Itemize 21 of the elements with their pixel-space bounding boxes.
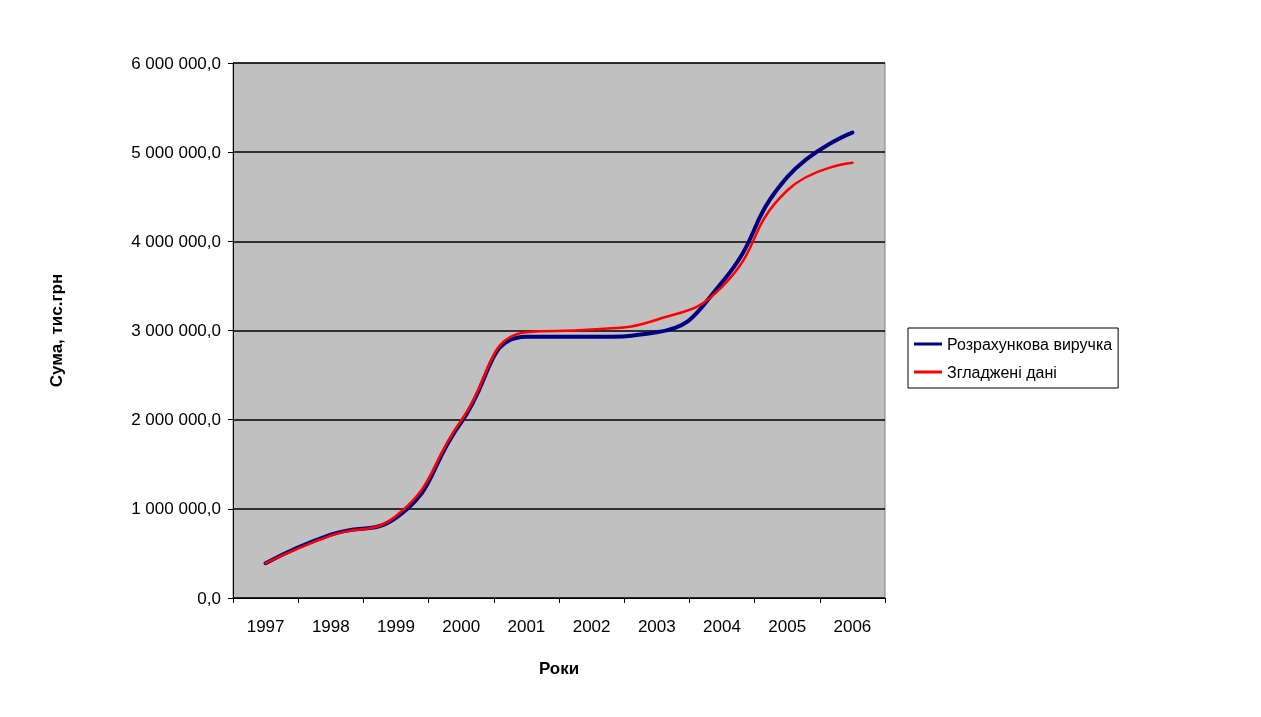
y-tick-label: 6 000 000,0 [131, 53, 221, 73]
x-tick-label: 2004 [703, 617, 741, 636]
x-tick-label: 2002 [572, 617, 611, 636]
x-tick-label: 2003 [637, 617, 676, 636]
y-tick-label: 2 000 000,0 [131, 410, 221, 430]
y-axis-title: Сума, тис.грн [47, 273, 66, 388]
x-tick-label: 1997 [246, 617, 285, 636]
y-tick-label: 0,0 [197, 588, 221, 608]
x-tick-label: 2001 [507, 617, 546, 636]
x-tick-label: 2006 [833, 617, 872, 636]
y-tick-label: 4 000 000,0 [131, 231, 221, 251]
x-axis-title: Роки [538, 659, 580, 678]
legend-label: Згладжені дані [947, 363, 1057, 381]
x-tick-label: 1999 [377, 617, 415, 636]
x-tick-label: 2005 [768, 617, 807, 636]
y-tick-label: 3 000 000,0 [131, 321, 221, 340]
legend-label: Розрахункова виручка [947, 335, 1113, 353]
y-tick-label: 5 000 000,0 [131, 142, 221, 162]
y-tick-label: 1 000 000,0 [131, 499, 221, 519]
x-tick-label: 2000 [442, 617, 481, 636]
x-tick-label: 1998 [311, 617, 350, 636]
